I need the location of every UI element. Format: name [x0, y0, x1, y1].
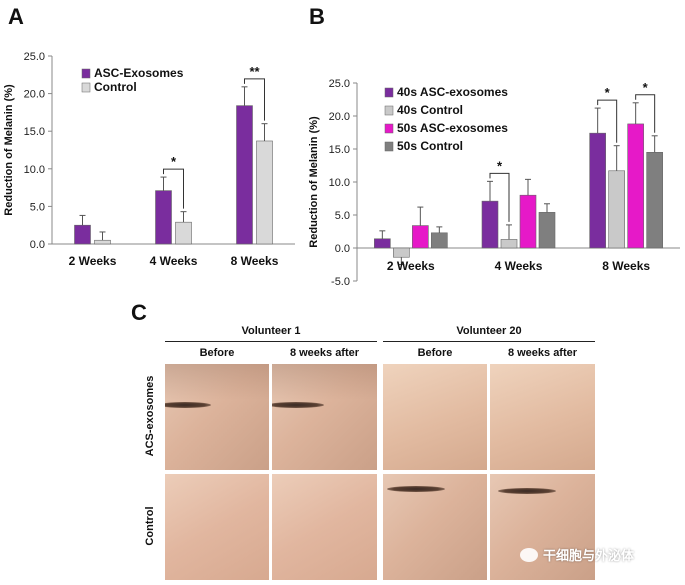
chart-b-legend-swatch-3 — [384, 141, 394, 152]
chart-b-y-tick-label: 0.0 — [335, 243, 350, 255]
chart-a-y-tick-label: 15.0 — [24, 126, 45, 138]
chart-a-y-tick-label: 0.0 — [30, 239, 45, 251]
chart-a-x-tick-label: 2 Weeks — [69, 254, 117, 268]
chart-b-legend-label-1: 40s Control — [397, 103, 463, 117]
chart-a-x-tick-label: 4 Weeks — [150, 254, 198, 268]
photo-v1-before-treated — [165, 364, 269, 470]
photo-v1-after-treated — [272, 364, 377, 470]
row-label-acs-exosomes: ACS-exosomes — [144, 375, 156, 457]
chart-b-significance-bracket — [489, 172, 510, 222]
chart-b-y-tick-label: 10.0 — [329, 177, 350, 189]
chart-a-y-tick-label: 20.0 — [24, 89, 45, 101]
photo-v20-before-control — [383, 474, 487, 580]
chart-b-legend-label-0: 40s ASC-exosomes — [397, 85, 508, 99]
chart-b-x-tick-label: 2 Weeks — [387, 259, 435, 273]
chart-a-x-tick-label: 8 Weeks — [231, 254, 279, 268]
chart-b-significance-bracket — [597, 99, 618, 143]
volunteer-1-header: Volunteer 1 — [241, 325, 301, 337]
volunteer-20-header: Volunteer 20 — [456, 325, 522, 337]
photo-v20-after-control — [490, 474, 595, 580]
chart-a-axes: 0.0 5.0 10.0 15.0 20.0 25.0 Reduction of Melan… — [3, 51, 295, 268]
chart-b-legend-swatch-2 — [384, 123, 394, 134]
before-header-1: Before — [199, 347, 235, 359]
chart-a-y-tick-label: 25.0 — [24, 51, 45, 63]
chart-b-significance-label: * — [605, 85, 611, 100]
panel-letter-b: B — [309, 4, 325, 29]
chart-b-y-tick-label: 15.0 — [329, 144, 350, 156]
chart-a-legend-label-0: ASC-Exosomes — [94, 66, 184, 80]
chart-b-legend-swatch-1 — [384, 105, 394, 116]
chart-a-significance-bracket — [163, 168, 184, 209]
after-header-20: 8 weeks after — [507, 347, 578, 359]
photo-v1-after-control — [272, 474, 377, 580]
chart-b-y-label: Reduction of Melanin (%) — [308, 116, 320, 248]
chart-b-significance-bracket — [635, 94, 656, 133]
chart-b-x-tick-label: 8 Weeks — [602, 259, 650, 273]
wechat-logo-icon — [520, 547, 538, 562]
chart-b-legend-label-2: 50s ASC-exosomes — [397, 121, 508, 135]
chart-a-legend-swatch-1 — [81, 82, 91, 93]
chart-a-legend-swatch-0 — [81, 68, 91, 79]
row-label-control: Control — [144, 506, 156, 546]
chart-a-legend-label-1: Control — [94, 80, 137, 94]
chart-a-significance-bracket — [244, 78, 265, 121]
chart-b-x-tick-label: 4 Weeks — [495, 259, 543, 273]
chart-b-y-tick-label: 25.0 — [329, 78, 350, 90]
chart-b-y-tick-label: 20.0 — [329, 111, 350, 123]
chart-b-significance-label: * — [497, 158, 503, 173]
chart-a: A 0.0 5.0 10.0 15.0 20.0 25.0 Reduction of Mel… — [3, 4, 295, 268]
after-header-1: 8 weeks after — [289, 347, 360, 359]
chart-b-legend-swatch-0 — [384, 87, 394, 98]
chart-a-y-tick-label: 5.0 — [30, 201, 45, 213]
chart-b-significance-label: * — [643, 80, 649, 95]
watermark: 干细胞与外泌体 — [520, 545, 634, 564]
volunteer-1-rule — [165, 341, 377, 342]
photo-v1-before-control — [165, 474, 269, 580]
chart-b-axes: -5.0 0.0 5.0 10.0 15.0 20.0 25.0 Reduction of M… — [308, 78, 680, 288]
chart-a-significance-label: ** — [249, 64, 260, 79]
chart-a-y-label: Reduction of Melanin (%) — [3, 84, 15, 216]
watermark-text: 干细胞与外泌体 — [543, 548, 635, 563]
photo-v20-after-treated — [490, 364, 595, 470]
before-header-20: Before — [417, 347, 453, 359]
chart-a-significance-label: * — [171, 154, 177, 169]
chart-b-legend-label-3: 50s Control — [397, 139, 463, 153]
volunteer-20-rule — [383, 341, 595, 342]
panel-letter-c: C — [131, 300, 147, 325]
panel-letter-a: A — [8, 4, 24, 29]
chart-a-y-tick-label: 10.0 — [24, 164, 45, 176]
chart-b-y-tick-label: -5.0 — [331, 276, 350, 288]
chart-b: B -5.0 0.0 5.0 10.0 15.0 20.0 25.0 Reduction of… — [308, 4, 680, 288]
chart-b-y-tick-label: 5.0 — [335, 210, 350, 222]
photo-v20-before-treated — [383, 364, 487, 470]
